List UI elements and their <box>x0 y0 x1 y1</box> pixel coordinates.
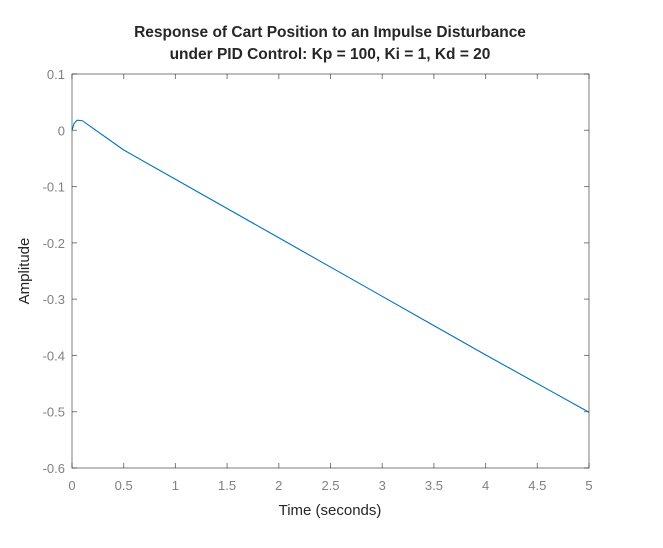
y-tick-label: -0.6 <box>43 461 65 476</box>
x-tick-label: 3.5 <box>425 478 443 493</box>
x-tick-label: 0 <box>68 478 75 493</box>
y-tick-label: -0.5 <box>43 405 65 420</box>
y-axis-label: Amplitude <box>16 238 33 305</box>
x-tick-label: 2 <box>275 478 282 493</box>
data-line <box>71 119 590 413</box>
x-tick-label: 1.5 <box>218 478 236 493</box>
x-tick-label: 1 <box>172 478 179 493</box>
y-tick-label: -0.4 <box>43 348 65 363</box>
chart-title: Response of Cart Position to an Impulse … <box>134 24 526 63</box>
axes-box <box>71 73 590 469</box>
x-tick-label: 4 <box>482 478 489 493</box>
chart-title-line-2: under PID Control: Kp = 100, Ki = 1, Kd … <box>170 46 491 63</box>
x-tick-label: 4.5 <box>528 478 546 493</box>
chart-title-line-1: Response of Cart Position to an Impulse … <box>134 24 526 41</box>
y-tick-label: 0.1 <box>47 67 65 82</box>
tick-labels: 0 0.5 1 1.5 2 2.5 3 3.5 4 4.5 5 0.1 0 -0.1 -0.2 -0.3 -0.… <box>43 67 593 493</box>
y-tick-label: -0.2 <box>43 236 65 251</box>
x-tick-label: 0.5 <box>115 478 133 493</box>
x-axis-label: Time (seconds) <box>279 502 382 519</box>
plot-area <box>72 74 589 468</box>
x-tick-label: 3 <box>379 478 386 493</box>
y-tick-label: -0.1 <box>43 180 65 195</box>
x-tick-label: 2.5 <box>321 478 339 493</box>
y-tick-label: 0 <box>58 123 65 138</box>
x-tick-label: 5 <box>585 478 592 493</box>
y-tick-label: -0.3 <box>43 292 65 307</box>
